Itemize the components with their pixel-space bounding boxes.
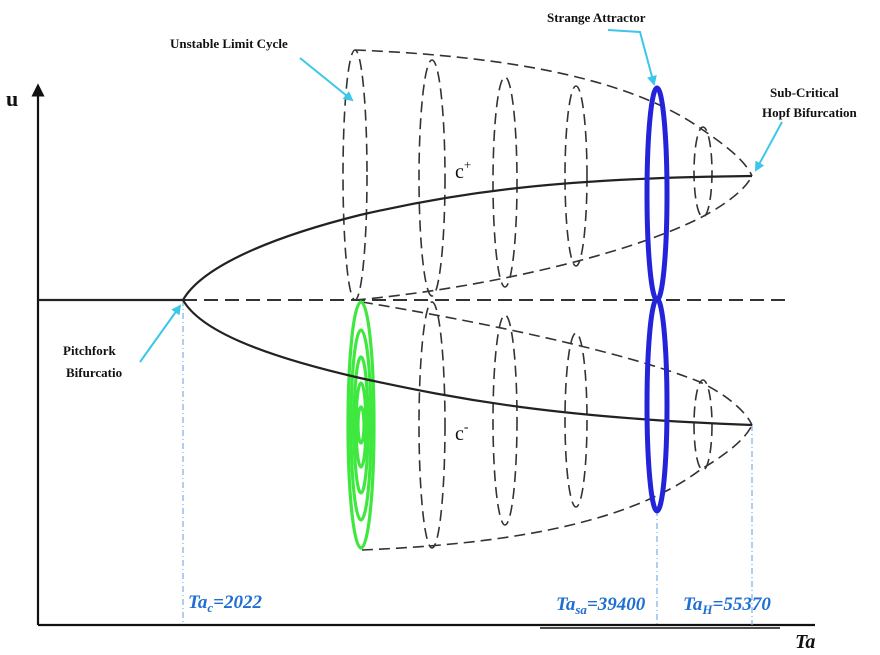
upper-limit-cycle-4 bbox=[564, 85, 588, 267]
upper-limit-cycle-1 bbox=[342, 49, 368, 301]
strange-attractor-label: Strange Attractor bbox=[547, 10, 646, 25]
branch-upper-label: c+ bbox=[455, 157, 471, 183]
lower-cone-bottom-envelope bbox=[361, 424, 753, 551]
upper-limit-cycle-3 bbox=[492, 76, 518, 288]
lower-limit-cycle-5 bbox=[693, 379, 713, 471]
subcritical-label-line2: Hopf Bifurcation bbox=[762, 105, 858, 120]
subcritical-label-line1: Sub-Critical bbox=[770, 85, 839, 100]
ta-c-label: Tac=2022 bbox=[188, 592, 262, 615]
x-axis-label: Ta bbox=[795, 631, 815, 653]
upper-limit-cycle-2 bbox=[418, 59, 446, 297]
lower-limit-cycle-4 bbox=[564, 332, 588, 508]
ta-sa-label: Tasa=39400 bbox=[556, 594, 646, 617]
ta-h-label: TaH=55370 bbox=[683, 594, 771, 617]
unstable-limit-cycle-pointer bbox=[299, 57, 354, 102]
strange-attractor-loops bbox=[644, 85, 670, 514]
upper-cone-bottom-envelope bbox=[354, 175, 753, 301]
branch-lower-label: c- bbox=[455, 420, 469, 445]
upper-cone-top-envelope bbox=[354, 49, 753, 177]
strange-attractor-pointer bbox=[607, 29, 657, 86]
lower-limit-cycle-2 bbox=[418, 301, 446, 549]
subcritical-pointer bbox=[755, 121, 783, 172]
stable-nested-cycles bbox=[346, 300, 376, 550]
branch-c-plus bbox=[182, 174, 753, 301]
pitchfork-label-line2: Bifurcatio bbox=[66, 365, 122, 380]
lower-limit-cycle-3 bbox=[492, 314, 518, 526]
y-axis-label: u bbox=[6, 86, 18, 111]
pitchfork-pointer bbox=[139, 304, 182, 363]
upper-limit-cycle-5 bbox=[693, 126, 713, 218]
branch-c-minus bbox=[182, 299, 753, 427]
pitchfork-label-line1: Pitchfork bbox=[63, 343, 116, 358]
unstable-limit-cycle-label: Unstable Limit Cycle bbox=[170, 36, 288, 51]
